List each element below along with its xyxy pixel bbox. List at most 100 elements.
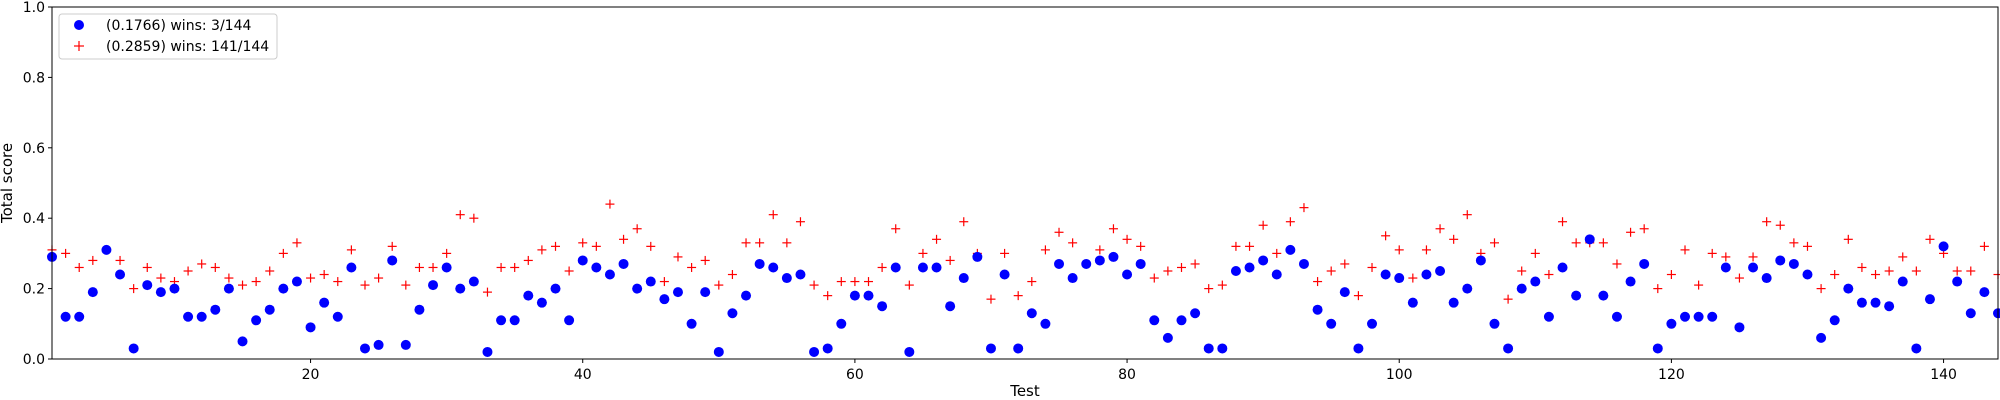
red-plus-point [523,255,533,265]
red-plus-point [1544,270,1554,280]
red-plus-point [496,262,506,272]
red-plus-point [61,248,71,258]
red-plus-point [265,266,275,276]
blue-circle-point [1666,318,1677,329]
red-plus-point [1598,238,1608,248]
red-plus-point [156,273,166,283]
blue-circle-point [958,273,969,284]
red-plus-point [1299,203,1309,213]
blue-circle-point [428,280,439,291]
blue-circle-point [1353,343,1364,354]
red-plus-point [1013,291,1023,301]
red-plus-point [374,273,384,283]
red-plus-point [1326,266,1336,276]
red-plus-point [1204,284,1214,294]
blue-circle-point [87,287,98,298]
blue-circle-point [877,301,888,312]
red-plus-point [578,238,588,248]
blue-circle-point [1094,255,1105,266]
blue-circle-point [917,262,928,273]
blue-circle-point [604,269,615,280]
red-plus-point [238,280,248,290]
blue-circle-point [1843,283,1854,294]
blue-circle-point [264,304,275,315]
blue-circle-point [74,311,85,322]
red-plus-point [782,238,792,248]
red-plus-point [823,291,833,301]
blue-circle-point [1067,273,1078,284]
blue-circle-point [754,258,765,269]
blue-circle-point [795,269,806,280]
red-plus-point [1979,241,1989,251]
blue-circle-point [346,262,357,273]
blue-circle-point [1911,343,1922,354]
blue-circle-point [659,294,670,305]
legend-marker-series-1 [74,20,84,30]
red-plus-point [795,217,805,227]
red-plus-point [1190,259,1200,269]
blue-circle-point [1489,318,1500,329]
red-plus-point [727,270,737,280]
red-plus-point [1789,238,1799,248]
blue-circle-point [1122,269,1133,280]
blue-circle-point [1462,283,1473,294]
x-tick-label: 20 [302,367,320,383]
red-plus-point [1122,234,1132,244]
x-tick-label: 140 [1930,367,1957,383]
red-plus-point [469,213,479,223]
red-plus-point [1340,259,1350,269]
red-plus-point [1421,245,1431,255]
x-tick-label: 40 [574,367,592,383]
y-tick-label: 0.0 [23,352,45,368]
blue-circle-point [251,315,262,326]
red-plus-point [1639,224,1649,234]
blue-circle-point [781,273,792,284]
blue-circle-point [564,315,575,326]
red-plus-point [1925,234,1935,244]
red-plus-point [632,224,642,234]
blue-circle-point [1611,311,1622,322]
x-tick-label: 100 [1386,367,1413,383]
blue-circle-point [278,283,289,294]
blue-circle-point [1557,262,1568,273]
blue-circle-point [1081,258,1092,269]
red-plus-point [891,224,901,234]
red-plus-point [1176,262,1186,272]
red-plus-point [564,266,574,276]
blue-circle-point [1761,273,1772,284]
blue-circle-point [1135,258,1146,269]
red-plus-point [1517,266,1527,276]
red-plus-point [278,248,288,258]
red-plus-point [1843,234,1853,244]
red-plus-point [1108,224,1118,234]
red-plus-point [591,241,601,251]
red-plus-point [346,245,356,255]
red-plus-point [1952,266,1962,276]
blue-circle-point [1298,258,1309,269]
red-plus-point [115,255,125,265]
blue-circle-point [1584,234,1595,245]
blue-circle-point [441,262,452,273]
y-tick-label: 1.0 [23,0,45,16]
blue-circle-point [1571,290,1582,301]
red-plus-point [918,248,928,258]
red-plus-point [850,277,860,287]
y-tick-label: 0.6 [23,141,45,157]
blue-circle-point [1707,311,1718,322]
blue-circle-point [1884,301,1895,312]
red-plus-point [809,280,819,290]
red-plus-point [306,273,316,283]
red-plus-point [959,217,969,227]
x-axis-label: Test [1009,382,1040,400]
blue-circle-point [223,283,234,294]
blue-circle-point [183,311,194,322]
blue-circle-point [931,262,942,273]
blue-circle-point [359,343,370,354]
blue-circle-point [1734,322,1745,333]
red-plus-point [1884,266,1894,276]
blue-circle-point [1367,318,1378,329]
blue-circle-point [291,276,302,287]
blue-circle-point [536,297,547,308]
blue-circle-point [1965,308,1976,319]
red-plus-point [1462,210,1472,220]
